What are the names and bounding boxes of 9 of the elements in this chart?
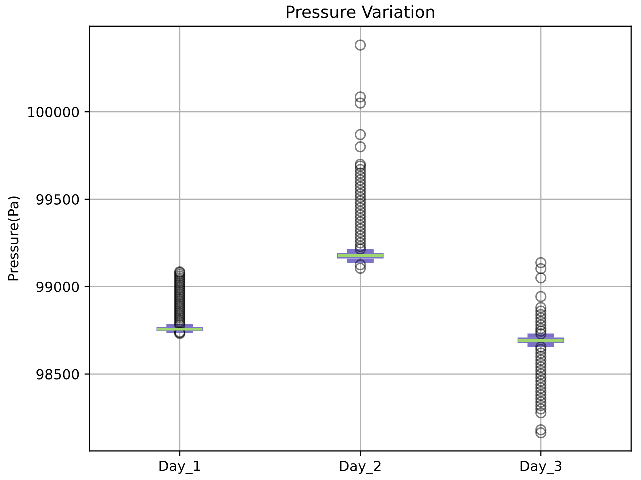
y-tick-label: 98500 xyxy=(36,369,80,380)
y-tick-label: 99000 xyxy=(36,282,80,292)
x-tick-label: Day_3 xyxy=(520,460,562,475)
y-tick-label: 99500 xyxy=(36,194,80,205)
chart-title: Pressure Variation xyxy=(287,5,434,18)
y-axis-title: Pressure(Pa) xyxy=(8,196,20,281)
x-tick-label: Day_1 xyxy=(160,460,200,474)
x-tick-label: Day_2 xyxy=(340,460,381,475)
y-tick-label: 100000 xyxy=(28,107,80,118)
